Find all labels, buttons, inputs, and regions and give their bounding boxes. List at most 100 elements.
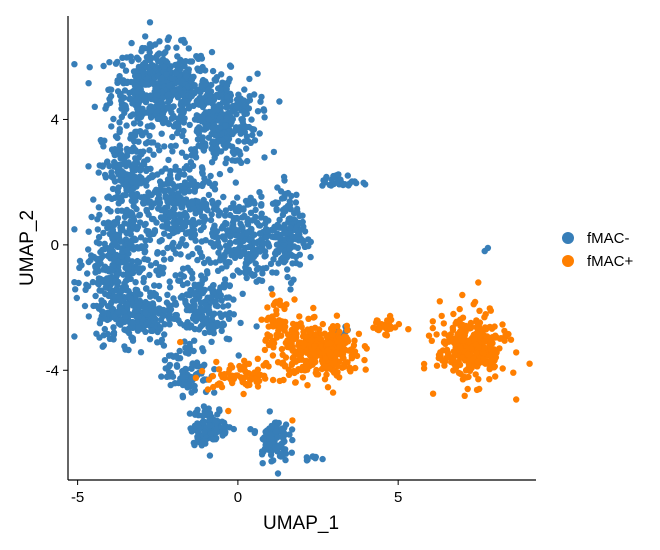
data-point xyxy=(251,91,258,98)
data-point xyxy=(450,310,457,318)
data-point xyxy=(128,134,136,142)
data-point xyxy=(201,411,208,418)
data-point xyxy=(491,334,499,341)
data-point xyxy=(206,416,213,423)
data-point xyxy=(206,92,214,99)
data-point xyxy=(142,59,149,66)
data-point xyxy=(360,179,367,186)
data-point xyxy=(243,274,250,282)
data-point xyxy=(486,365,493,373)
data-point xyxy=(160,63,168,70)
data-point xyxy=(302,333,309,341)
data-point xyxy=(465,338,473,345)
data-point xyxy=(107,246,114,253)
data-point xyxy=(128,57,135,65)
data-point xyxy=(137,180,145,187)
data-point xyxy=(337,176,344,183)
data-point xyxy=(206,97,213,105)
data-point xyxy=(161,307,169,314)
data-point xyxy=(276,98,283,105)
data-point xyxy=(152,84,160,91)
data-point xyxy=(492,373,499,380)
data-point xyxy=(147,114,155,121)
data-point xyxy=(142,33,149,40)
data-point xyxy=(199,419,207,426)
data-point xyxy=(146,336,154,343)
data-point xyxy=(152,291,159,298)
data-point xyxy=(133,148,140,155)
data-point xyxy=(134,105,141,113)
y-axis-ticks: -4 0 4 xyxy=(46,111,68,379)
data-point xyxy=(392,324,399,331)
data-point xyxy=(175,192,183,200)
data-point xyxy=(166,278,173,285)
data-point xyxy=(216,406,223,413)
legend-label: fMAC- xyxy=(587,230,630,247)
data-point xyxy=(185,45,192,52)
data-point xyxy=(471,335,478,343)
data-point xyxy=(233,103,240,110)
data-point xyxy=(193,128,200,135)
data-point xyxy=(206,422,213,429)
data-point xyxy=(108,267,116,274)
data-point xyxy=(141,304,148,311)
data-point xyxy=(277,451,284,458)
data-point xyxy=(329,389,337,396)
data-point xyxy=(236,269,243,276)
data-point xyxy=(276,234,283,242)
data-point xyxy=(333,312,341,319)
data-point xyxy=(166,321,173,328)
data-point xyxy=(282,323,289,330)
data-point xyxy=(167,143,175,150)
data-point xyxy=(132,307,139,314)
data-point xyxy=(216,209,224,216)
data-point xyxy=(76,257,84,265)
data-point xyxy=(269,291,276,298)
data-point xyxy=(486,376,493,383)
data-point xyxy=(209,107,217,115)
data-point xyxy=(184,264,191,271)
data-point xyxy=(172,142,179,149)
data-point xyxy=(278,345,286,353)
data-point xyxy=(351,337,358,344)
data-point xyxy=(128,39,135,47)
data-point xyxy=(472,371,479,378)
data-point xyxy=(309,453,316,460)
data-point xyxy=(274,359,282,366)
data-point xyxy=(513,349,520,356)
data-point xyxy=(128,192,135,199)
data-point xyxy=(475,323,483,330)
data-point xyxy=(203,200,210,208)
data-point xyxy=(169,148,176,155)
data-point xyxy=(192,411,199,418)
data-point xyxy=(81,302,89,310)
data-point xyxy=(131,82,139,89)
data-point xyxy=(166,211,173,218)
data-point xyxy=(281,363,289,370)
data-point xyxy=(169,133,176,141)
data-point xyxy=(471,298,479,306)
data-point xyxy=(265,341,273,349)
data-point xyxy=(205,304,212,311)
data-point xyxy=(142,140,150,147)
data-point xyxy=(189,250,196,258)
data-point xyxy=(249,131,256,139)
data-point xyxy=(166,97,173,104)
data-point xyxy=(164,219,171,227)
data-point xyxy=(316,335,323,342)
data-point xyxy=(462,367,470,374)
data-point xyxy=(232,179,239,186)
data-point xyxy=(199,277,206,284)
data-point xyxy=(71,279,78,286)
data-point xyxy=(192,317,200,325)
data-point xyxy=(267,260,275,268)
data-point xyxy=(139,265,146,272)
data-point xyxy=(300,240,307,247)
data-point xyxy=(281,318,289,326)
data-point xyxy=(240,206,247,213)
data-point xyxy=(348,354,356,361)
data-point xyxy=(183,306,191,314)
data-point xyxy=(127,228,134,235)
data-point xyxy=(307,238,314,246)
data-point xyxy=(438,312,445,320)
